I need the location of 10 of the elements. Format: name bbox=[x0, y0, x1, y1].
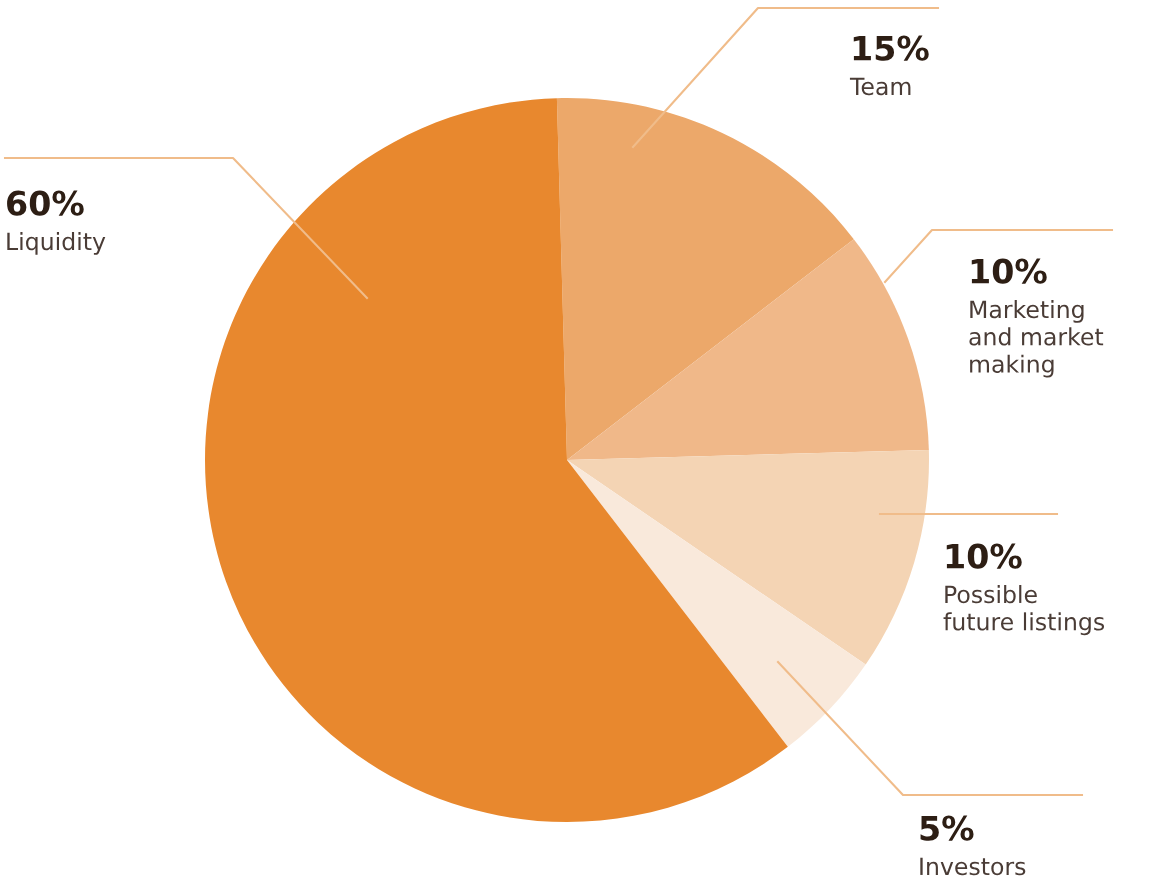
data-label: 10% bbox=[946, 543, 1022, 569]
slice-label: Marketing and market making bbox=[969, 300, 1104, 378]
slice-label: Team bbox=[849, 77, 911, 96]
data-label: 5% bbox=[920, 815, 974, 841]
slice-label: Liquidity bbox=[7, 232, 106, 255]
slice-label: Possible future listings bbox=[943, 585, 1105, 636]
data-label: 15% bbox=[853, 35, 929, 61]
data-label: 10% bbox=[971, 258, 1047, 284]
slice-label: Investors bbox=[920, 857, 1026, 876]
data-label: 60% bbox=[7, 190, 84, 216]
